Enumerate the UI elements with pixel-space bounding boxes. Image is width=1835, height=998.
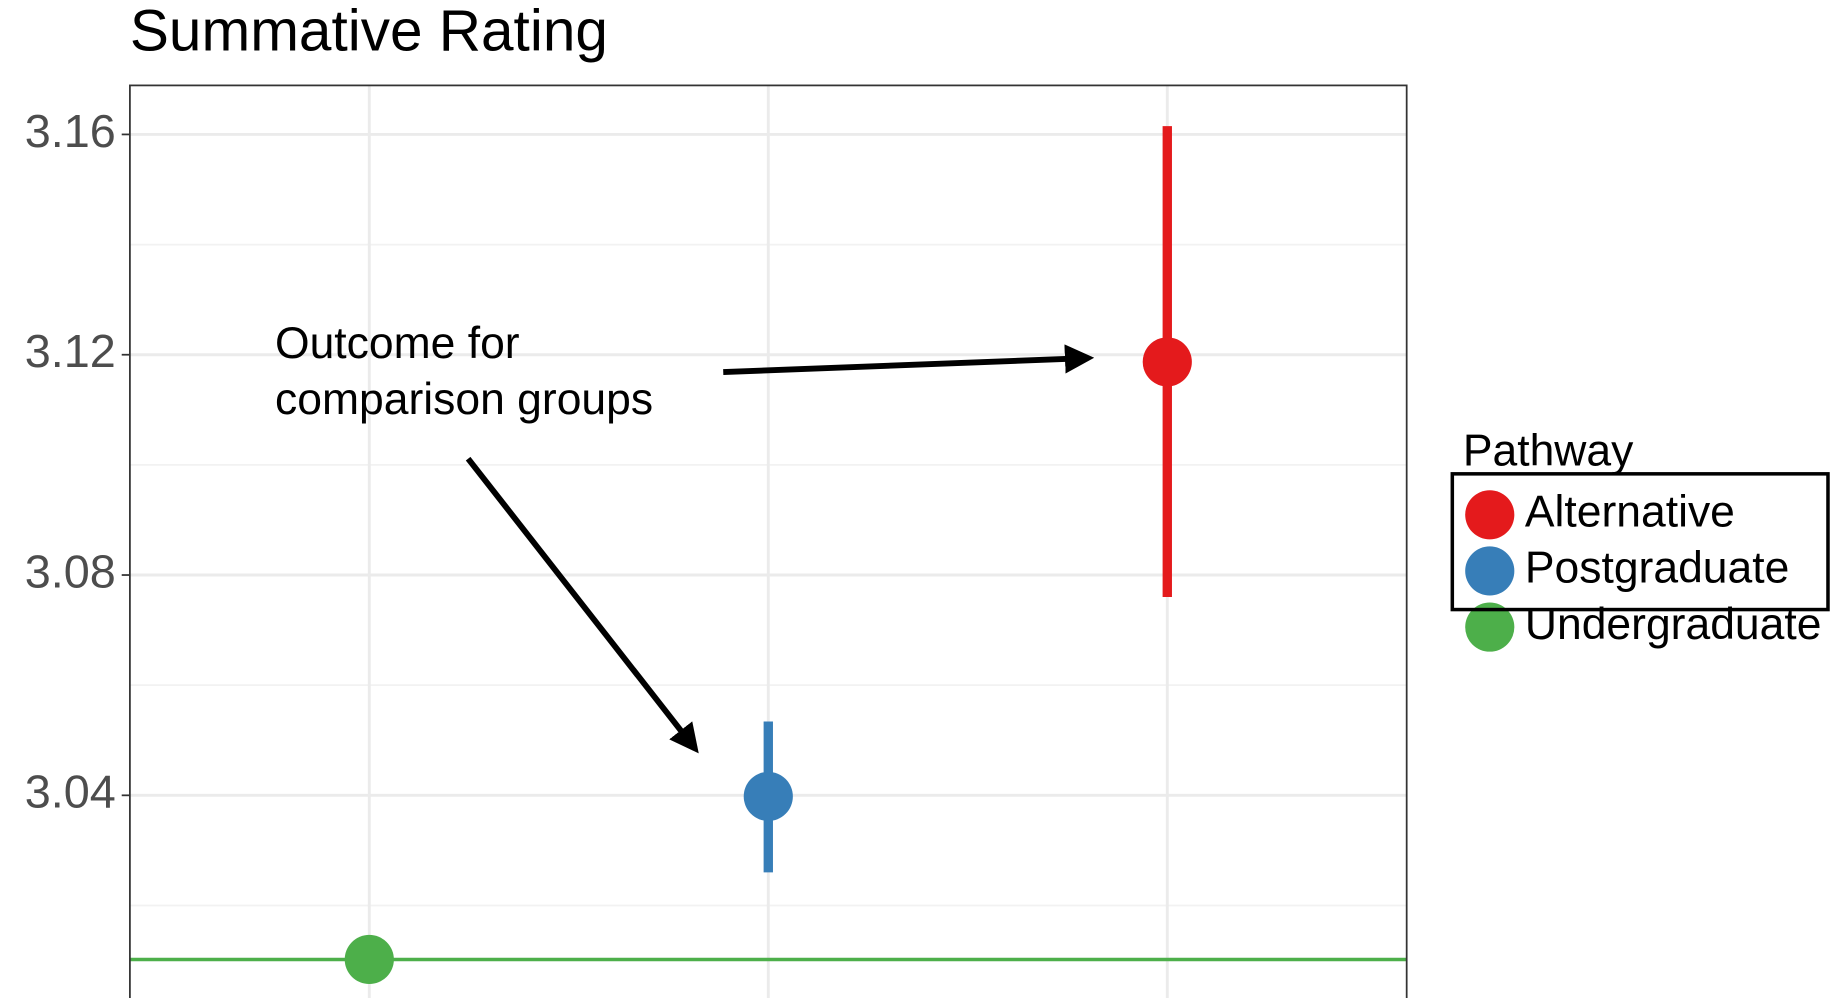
legend-label: Undergraduate — [1525, 600, 1822, 649]
legend-label: Alternative — [1525, 488, 1735, 537]
y-tick-label: 3.12 — [25, 325, 116, 377]
y-tick-label: 3.08 — [25, 545, 116, 597]
annotation-arrow — [723, 344, 1095, 375]
plot-area — [121, 85, 1407, 998]
chart-title: Summative Rating — [130, 0, 608, 64]
legend-swatch — [1465, 490, 1515, 540]
legend-label: Postgraduate — [1525, 544, 1789, 593]
point — [1142, 337, 1192, 387]
point — [743, 771, 793, 821]
legend-title: Pathway — [1463, 427, 1634, 476]
annotation-text: comparison groups — [275, 375, 653, 424]
annotation-arrow — [465, 456, 699, 754]
point — [344, 934, 394, 985]
legend-box — [1450, 472, 1830, 612]
y-tick-label: 3.04 — [25, 766, 116, 818]
legend-swatch — [1465, 546, 1515, 596]
legend-swatch — [1465, 602, 1515, 652]
plot-border — [129, 84, 1408, 998]
annotation-text: Outcome for — [275, 319, 520, 368]
y-tick-label: 3.16 — [25, 105, 116, 157]
